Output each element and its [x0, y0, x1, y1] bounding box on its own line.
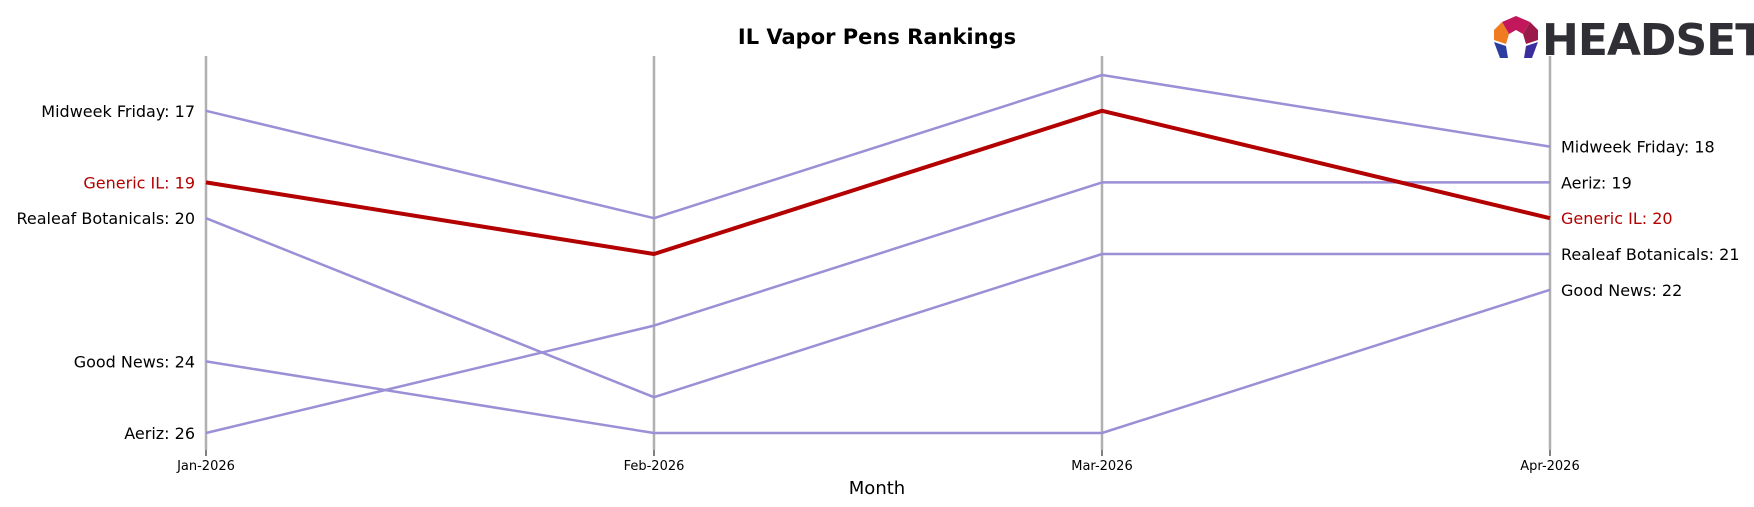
series-line-good-news: [205, 288, 1551, 435]
series-line-aeriz: [205, 181, 1550, 435]
end-label-aeriz: Aeriz: 19: [1561, 173, 1632, 192]
x-tick-mar-2026: Mar-2026: [1071, 459, 1132, 474]
x-axis-label: Month: [849, 478, 905, 499]
headset-logo: HEADSET: [1494, 15, 1754, 66]
end-label-realeaf-botanicals: Realeaf Botanicals: 21: [1561, 245, 1740, 264]
series-line-realeaf-botanicals: [205, 217, 1550, 399]
series-line-generic-il: [205, 108, 1551, 256]
end-label-good-news: Good News: 22: [1561, 281, 1682, 300]
chart-title: IL Vapor Pens Rankings: [738, 25, 1016, 49]
series-lines: [205, 73, 1551, 435]
headset-logo-text: HEADSET: [1542, 15, 1754, 66]
end-label-generic-il: Generic IL: 20: [1561, 209, 1673, 228]
x-tick-apr-2026: Apr-2026: [1520, 459, 1579, 474]
start-label-realeaf-botanicals: Realeaf Botanicals: 20: [16, 209, 195, 228]
headset-logo-icon: [1494, 16, 1538, 58]
start-label-aeriz: Aeriz: 26: [124, 424, 195, 443]
x-tick-feb-2026: Feb-2026: [624, 459, 685, 474]
start-label-good-news: Good News: 24: [74, 352, 195, 371]
x-tick-jan-2026: Jan-2026: [176, 459, 235, 474]
start-label-midweek-friday: Midweek Friday: 17: [41, 102, 195, 121]
end-label-midweek-friday: Midweek Friday: 18: [1561, 138, 1715, 157]
endpoint-labels: Midweek Friday: 17 Midweek Friday: 18 Real…: [16, 102, 1739, 443]
x-ticks: Jan-2026 Feb-2026 Mar-2026 Apr-2026: [176, 450, 1580, 474]
series-line-midweek-friday: [205, 73, 1551, 220]
start-label-generic-il: Generic IL: 19: [83, 173, 195, 192]
